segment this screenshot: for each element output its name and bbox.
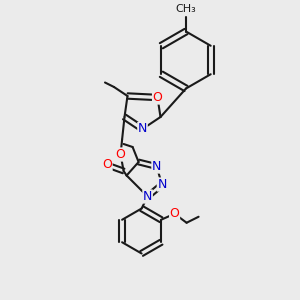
Text: O: O xyxy=(169,207,179,220)
Text: N: N xyxy=(143,190,152,203)
Text: N: N xyxy=(157,178,167,191)
Text: O: O xyxy=(102,158,112,172)
Text: O: O xyxy=(116,148,125,161)
Text: CH₃: CH₃ xyxy=(176,4,197,14)
Text: N: N xyxy=(138,122,147,136)
Text: N: N xyxy=(152,160,161,173)
Text: O: O xyxy=(153,91,162,104)
